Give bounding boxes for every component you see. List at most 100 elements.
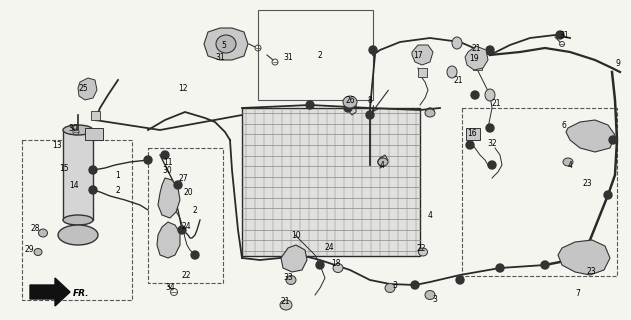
Circle shape (604, 191, 612, 199)
Ellipse shape (418, 248, 427, 256)
Text: 31: 31 (559, 30, 569, 39)
Polygon shape (465, 46, 488, 70)
Polygon shape (412, 45, 433, 65)
Text: 24: 24 (324, 243, 334, 252)
Polygon shape (204, 28, 248, 60)
Polygon shape (566, 120, 615, 152)
Polygon shape (281, 245, 307, 272)
Text: 4: 4 (380, 161, 384, 170)
Text: 25: 25 (78, 84, 88, 92)
Bar (85, 128, 103, 140)
Circle shape (486, 46, 494, 54)
Circle shape (316, 261, 324, 269)
Text: 23: 23 (586, 267, 596, 276)
Text: 1: 1 (115, 171, 121, 180)
Text: 29: 29 (24, 244, 34, 253)
Text: 31: 31 (283, 52, 293, 61)
Text: 28: 28 (30, 223, 40, 233)
Circle shape (306, 101, 314, 109)
Polygon shape (158, 178, 180, 218)
Circle shape (161, 151, 169, 159)
Circle shape (496, 264, 504, 272)
Text: 14: 14 (69, 180, 79, 189)
Circle shape (178, 226, 186, 234)
Circle shape (426, 108, 434, 116)
Text: 2: 2 (192, 205, 198, 214)
Ellipse shape (63, 215, 93, 225)
Bar (467, 128, 476, 137)
Text: 22: 22 (181, 270, 191, 279)
Text: 12: 12 (178, 84, 188, 92)
Text: 2: 2 (115, 186, 121, 195)
Ellipse shape (38, 229, 47, 237)
Text: 11: 11 (163, 157, 173, 166)
Circle shape (486, 124, 494, 132)
Circle shape (144, 156, 152, 164)
Text: 9: 9 (616, 59, 620, 68)
Circle shape (488, 161, 496, 169)
Circle shape (471, 91, 479, 99)
Ellipse shape (385, 284, 395, 292)
Text: 3: 3 (392, 281, 398, 290)
Circle shape (89, 166, 97, 174)
Ellipse shape (63, 125, 93, 135)
Text: 30: 30 (68, 124, 78, 132)
Text: 4: 4 (567, 161, 572, 170)
Text: 8: 8 (368, 95, 372, 105)
Text: 18: 18 (331, 259, 341, 268)
Text: 7: 7 (575, 289, 581, 298)
Text: 24: 24 (181, 221, 191, 230)
Circle shape (174, 181, 182, 189)
Ellipse shape (333, 263, 343, 273)
Bar (466, 128, 480, 140)
Bar (473, 61, 482, 70)
Text: 23: 23 (582, 179, 592, 188)
Ellipse shape (425, 109, 435, 117)
Bar (418, 68, 427, 77)
Ellipse shape (343, 96, 357, 108)
Circle shape (344, 104, 352, 112)
Text: 16: 16 (467, 129, 477, 138)
Text: 21: 21 (471, 44, 481, 52)
Ellipse shape (563, 158, 573, 166)
Text: 21: 21 (280, 298, 290, 307)
Polygon shape (558, 240, 610, 275)
Bar (148, 148, 223, 283)
Text: 15: 15 (59, 164, 69, 172)
Text: 21: 21 (453, 76, 463, 84)
Ellipse shape (58, 225, 98, 245)
Circle shape (89, 186, 97, 194)
Bar (22, 140, 132, 300)
Text: 31: 31 (215, 52, 225, 61)
Circle shape (366, 111, 374, 119)
Circle shape (191, 251, 199, 259)
Bar (462, 108, 617, 276)
Text: 10: 10 (291, 230, 301, 239)
Text: 17: 17 (413, 51, 423, 60)
Circle shape (456, 276, 464, 284)
Text: 13: 13 (52, 140, 62, 149)
Text: 32: 32 (487, 139, 497, 148)
Text: 20: 20 (183, 188, 193, 196)
Text: 5: 5 (221, 41, 227, 50)
Bar (63, 130, 93, 220)
Text: 3: 3 (433, 295, 437, 305)
Ellipse shape (286, 276, 296, 284)
Ellipse shape (280, 300, 292, 310)
Ellipse shape (34, 249, 42, 255)
Circle shape (556, 31, 564, 39)
Ellipse shape (425, 291, 435, 300)
Text: 2: 2 (317, 51, 322, 60)
Text: 19: 19 (469, 53, 479, 62)
Circle shape (369, 46, 377, 54)
Circle shape (411, 281, 419, 289)
Ellipse shape (447, 66, 457, 78)
Circle shape (541, 261, 549, 269)
Text: 33: 33 (283, 274, 293, 283)
Circle shape (609, 136, 617, 144)
Bar (91, 111, 100, 120)
Bar (242, 108, 420, 256)
Ellipse shape (378, 158, 388, 166)
Circle shape (466, 141, 474, 149)
Text: FR.: FR. (73, 289, 90, 298)
